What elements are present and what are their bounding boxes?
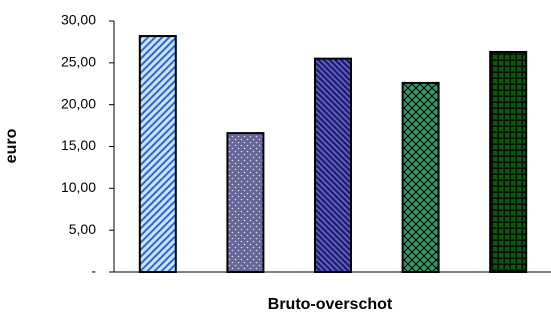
bar: [226, 132, 265, 273]
bar: [314, 57, 352, 274]
x-axis-title: Bruto-overschot: [268, 296, 393, 313]
bar: [138, 35, 177, 274]
y-tick-label: 30,00: [61, 12, 96, 28]
y-axis-title: euro: [3, 128, 20, 163]
y-tick-label: 15,00: [61, 137, 96, 153]
y-tick-label: 10,00: [61, 179, 96, 195]
y-tick-label: -: [91, 263, 96, 279]
y-tick-label: 25,00: [61, 54, 96, 70]
y-tick-label: 5,00: [69, 221, 96, 237]
y-tick-label: 20,00: [61, 95, 96, 111]
bar: [489, 50, 528, 273]
bar: [401, 81, 440, 273]
